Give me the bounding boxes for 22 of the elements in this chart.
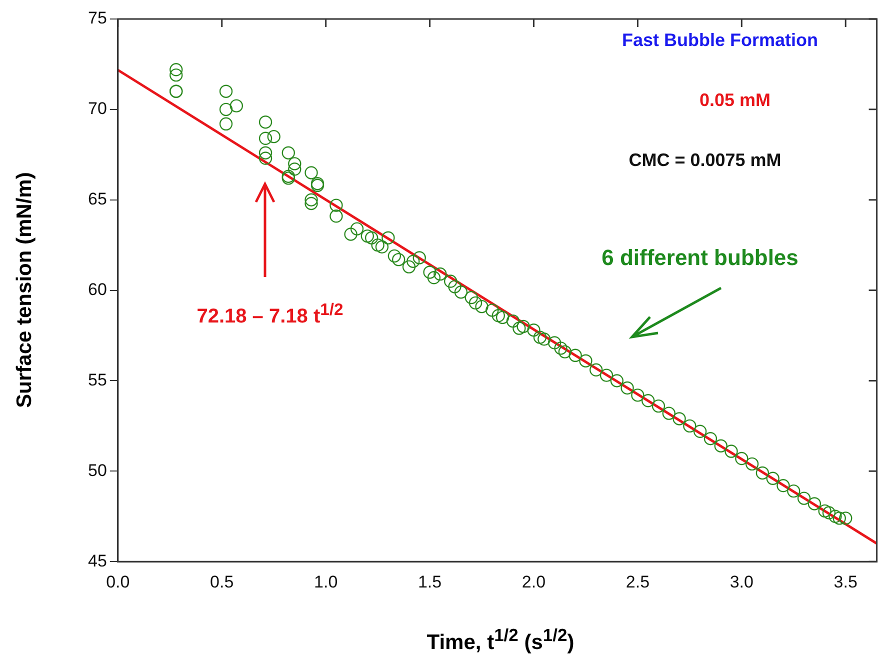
annotation: CMC = 0.0075 mM bbox=[628, 150, 782, 171]
y-tick-label: 70 bbox=[88, 99, 107, 118]
x-tick-label: 2.5 bbox=[626, 572, 650, 592]
x-tick-label: 2.0 bbox=[522, 572, 546, 592]
x-tick-label: 3.5 bbox=[834, 572, 858, 592]
annotation: 72.18 – 7.18 t$^{1/2}$ bbox=[196, 300, 344, 329]
y-tick-label: 55 bbox=[88, 370, 107, 390]
annotation: 6 different bubbles bbox=[602, 245, 798, 271]
x-tick-label: 1.0 bbox=[314, 572, 338, 592]
y-tick-label: 45 bbox=[88, 551, 107, 570]
y-tick-label: 50 bbox=[88, 460, 107, 480]
x-axis-title: Time, t$^{1/2}$ (s$^{1/2}$) bbox=[426, 625, 576, 655]
x-tick-label: 1.5 bbox=[418, 572, 442, 592]
annotation: Fast Bubble Formation bbox=[622, 30, 818, 51]
annotation: 0.05 mM bbox=[699, 90, 771, 111]
x-tick-label: 3.0 bbox=[730, 572, 754, 592]
y-tick-label: 60 bbox=[88, 280, 107, 299]
x-tick-label: 0.5 bbox=[210, 572, 234, 592]
y-tick-label: 75 bbox=[88, 8, 107, 28]
x-tick-label: 0.0 bbox=[106, 572, 130, 592]
y-axis-title: Surface tension (mN/m) bbox=[13, 172, 37, 408]
y-tick-label: 65 bbox=[88, 190, 107, 209]
